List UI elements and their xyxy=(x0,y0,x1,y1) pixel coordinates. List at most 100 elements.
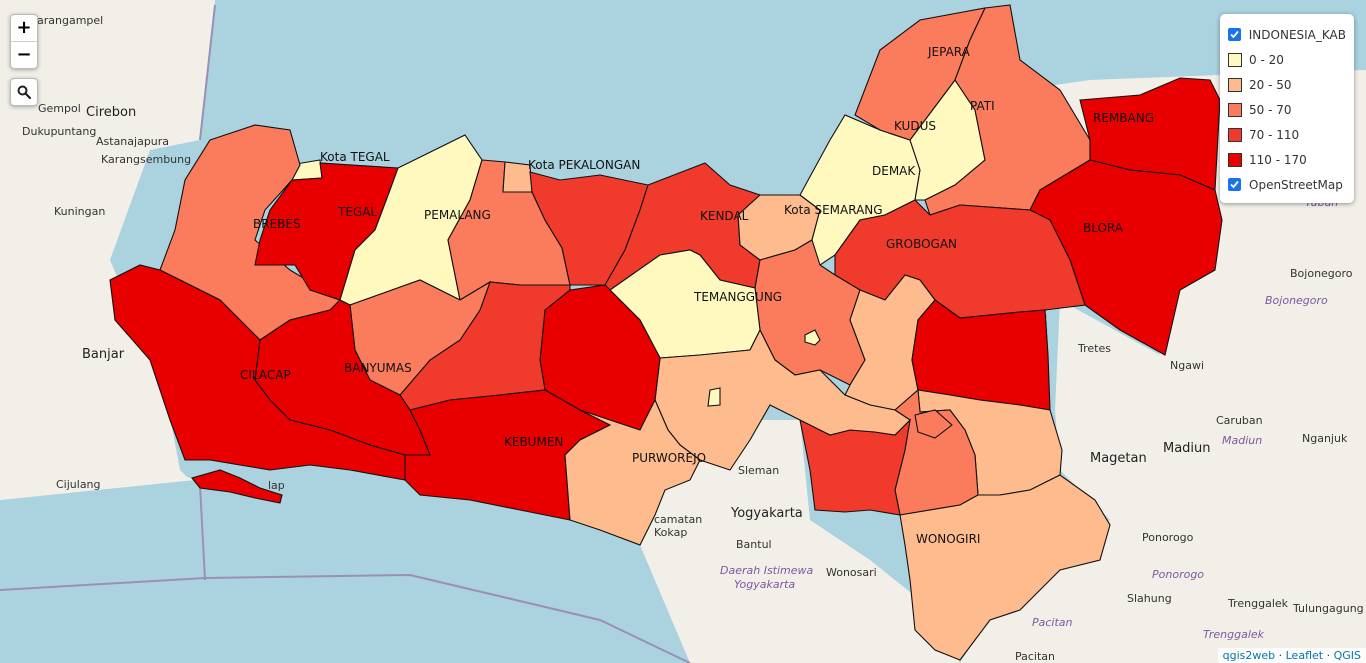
label-pati: PATI xyxy=(970,99,995,113)
place-wonosari: Wonosari xyxy=(826,566,877,579)
attribution-qgis2web-link[interactable]: qgis2web xyxy=(1222,649,1276,662)
place-ngawi: Ngawi xyxy=(1170,359,1204,372)
place-yogyakarta: Yogyakarta xyxy=(730,506,803,521)
label-tegal: TEGAL xyxy=(337,205,377,219)
label-banyumas: BANYUMAS xyxy=(344,361,412,375)
search-icon xyxy=(17,85,31,99)
region-nusakambangan[interactable] xyxy=(191,469,283,504)
place-karangampel: Karangampel xyxy=(30,14,103,27)
legend-class-row: 50 - 70 xyxy=(1228,97,1346,122)
place-tulungagung: Tulungagung xyxy=(1292,602,1364,615)
region-cilacap[interactable] xyxy=(109,264,406,481)
layer-row-osm[interactable]: OpenStreetMap xyxy=(1228,172,1346,197)
place-sleman: Sleman xyxy=(738,464,779,477)
place-pacitan: Pacitan xyxy=(1015,650,1055,663)
place-banjar: Banjar xyxy=(82,347,125,362)
attribution-leaflet-link[interactable]: Leaflet xyxy=(1285,649,1324,662)
legend-swatch xyxy=(1228,127,1242,142)
label-kudus: KUDUS xyxy=(894,119,936,133)
basemap-land-west xyxy=(0,0,215,500)
legend-swatch xyxy=(1228,77,1242,92)
legend-swatch xyxy=(1228,52,1242,67)
place-astanajapura: Astanajapura xyxy=(96,135,169,148)
place-slahung: Slahung xyxy=(1127,592,1172,605)
place-cijulang: Cijulang xyxy=(56,478,101,491)
label-cilacap-town: lap xyxy=(268,479,285,492)
basemap-land-south-west xyxy=(0,470,195,500)
label-blora: BLORA xyxy=(1083,221,1124,235)
place-kuningan: Kuningan xyxy=(54,205,105,218)
basemap-land-east xyxy=(960,70,1366,663)
search-button[interactable] xyxy=(10,78,38,106)
basemap-land-diy xyxy=(640,420,960,663)
layer-row-indonesia-kab[interactable]: INDONESIA_KAB xyxy=(1228,22,1346,47)
legend-class-label: 50 - 70 xyxy=(1249,102,1292,117)
legend-class-row: 20 - 50 xyxy=(1228,72,1346,97)
place-magetan: Magetan xyxy=(1090,451,1147,466)
attribution-separator: · xyxy=(1278,649,1283,662)
layer-legend: INDONESIA_KAB 0 - 20 20 - 50 50 - 70 70 - 1… xyxy=(1220,14,1354,203)
legend-class-label: 0 - 20 xyxy=(1249,52,1284,67)
place-ponorogo-region: Ponorogo xyxy=(1152,568,1204,581)
label-brebes: BREBES xyxy=(253,217,301,231)
label-kota-pekalongan: Kota PEKALONGAN xyxy=(528,158,640,172)
label-pemalang: PEMALANG xyxy=(424,208,491,222)
legend-class-label: 20 - 50 xyxy=(1249,77,1292,92)
zoom-out-button[interactable]: − xyxy=(11,41,37,68)
place-bojonegoro-region: Bojonegoro xyxy=(1265,294,1328,307)
legend-class-label: 70 - 110 xyxy=(1249,127,1300,142)
zoom-in-button[interactable]: + xyxy=(16,17,32,38)
label-demak: DEMAK xyxy=(872,164,916,178)
place-kokap-line1: camatan xyxy=(654,513,702,526)
checkbox-checked-icon[interactable] xyxy=(1228,28,1241,41)
legend-class-label: 110 - 170 xyxy=(1249,152,1307,167)
zoom-control: + − xyxy=(10,14,38,69)
place-gempol: Gempol xyxy=(38,102,81,115)
label-cilacap: CILACAP xyxy=(240,368,291,382)
boundary-line-sea xyxy=(0,573,691,663)
legend-swatch xyxy=(1228,102,1242,117)
boundary-line-west xyxy=(199,4,216,581)
place-dukupuntang: Dukupuntang xyxy=(22,125,96,138)
layer-label-osm: OpenStreetMap xyxy=(1249,177,1343,192)
place-karangsembung: Karangsembung xyxy=(101,153,191,166)
place-madiun-region: Madiun xyxy=(1222,434,1262,447)
attribution: qgis2web · Leaflet · QGIS xyxy=(1217,648,1366,663)
region-kota-magelang[interactable] xyxy=(707,387,721,407)
place-trenggalek: Trenggalek xyxy=(1227,597,1289,610)
label-temanggung: TEMANGGUNG xyxy=(693,290,782,304)
place-diy-line2: Yogyakarta xyxy=(734,578,795,591)
place-bojonegoro: Bojonegoro xyxy=(1290,267,1353,280)
legend-class-row: 70 - 110 xyxy=(1228,122,1346,147)
label-grobogan: GROBOGAN xyxy=(886,237,957,251)
legend-swatch xyxy=(1228,152,1242,167)
attribution-separator: · xyxy=(1326,649,1331,662)
region-wonogiri[interactable] xyxy=(899,474,1111,661)
place-bantul: Bantul xyxy=(736,538,772,551)
region-kota-surakarta[interactable] xyxy=(914,409,953,439)
label-kendal: KENDAL xyxy=(700,209,749,223)
region-purworejo[interactable] xyxy=(564,398,701,546)
layer-label-indonesia-kab: INDONESIA_KAB xyxy=(1248,27,1346,42)
label-purworejo: PURWOREJO xyxy=(632,451,706,465)
label-kota-semarang: Kota SEMARANG xyxy=(784,203,883,217)
place-nganjuk: Nganjuk xyxy=(1302,432,1348,445)
region-kota-salatiga[interactable] xyxy=(804,329,821,346)
place-cirebon: Cirebon xyxy=(86,105,136,120)
label-wonogiri: WONOGIRI xyxy=(916,532,980,546)
label-kebumen: KEBUMEN xyxy=(504,435,563,449)
place-madiun: Madiun xyxy=(1163,441,1211,456)
place-kokap-line2: Kokap xyxy=(654,526,687,539)
attribution-qgis-link[interactable]: QGIS xyxy=(1333,649,1361,662)
place-caruban: Caruban xyxy=(1216,414,1263,427)
label-rembang: REMBANG xyxy=(1093,111,1154,125)
place-pacitan-region: Pacitan xyxy=(1032,616,1073,629)
checkbox-checked-icon[interactable] xyxy=(1228,178,1241,191)
label-jepara: JEPARA xyxy=(927,45,971,59)
place-trenggalek-region: Trenggalek xyxy=(1203,628,1265,641)
legend-class-row: 110 - 170 xyxy=(1228,147,1346,172)
place-ponorogo: Ponorogo xyxy=(1142,531,1194,544)
legend-class-row: 0 - 20 xyxy=(1228,47,1346,72)
label-kota-tegal: Kota TEGAL xyxy=(320,150,390,164)
